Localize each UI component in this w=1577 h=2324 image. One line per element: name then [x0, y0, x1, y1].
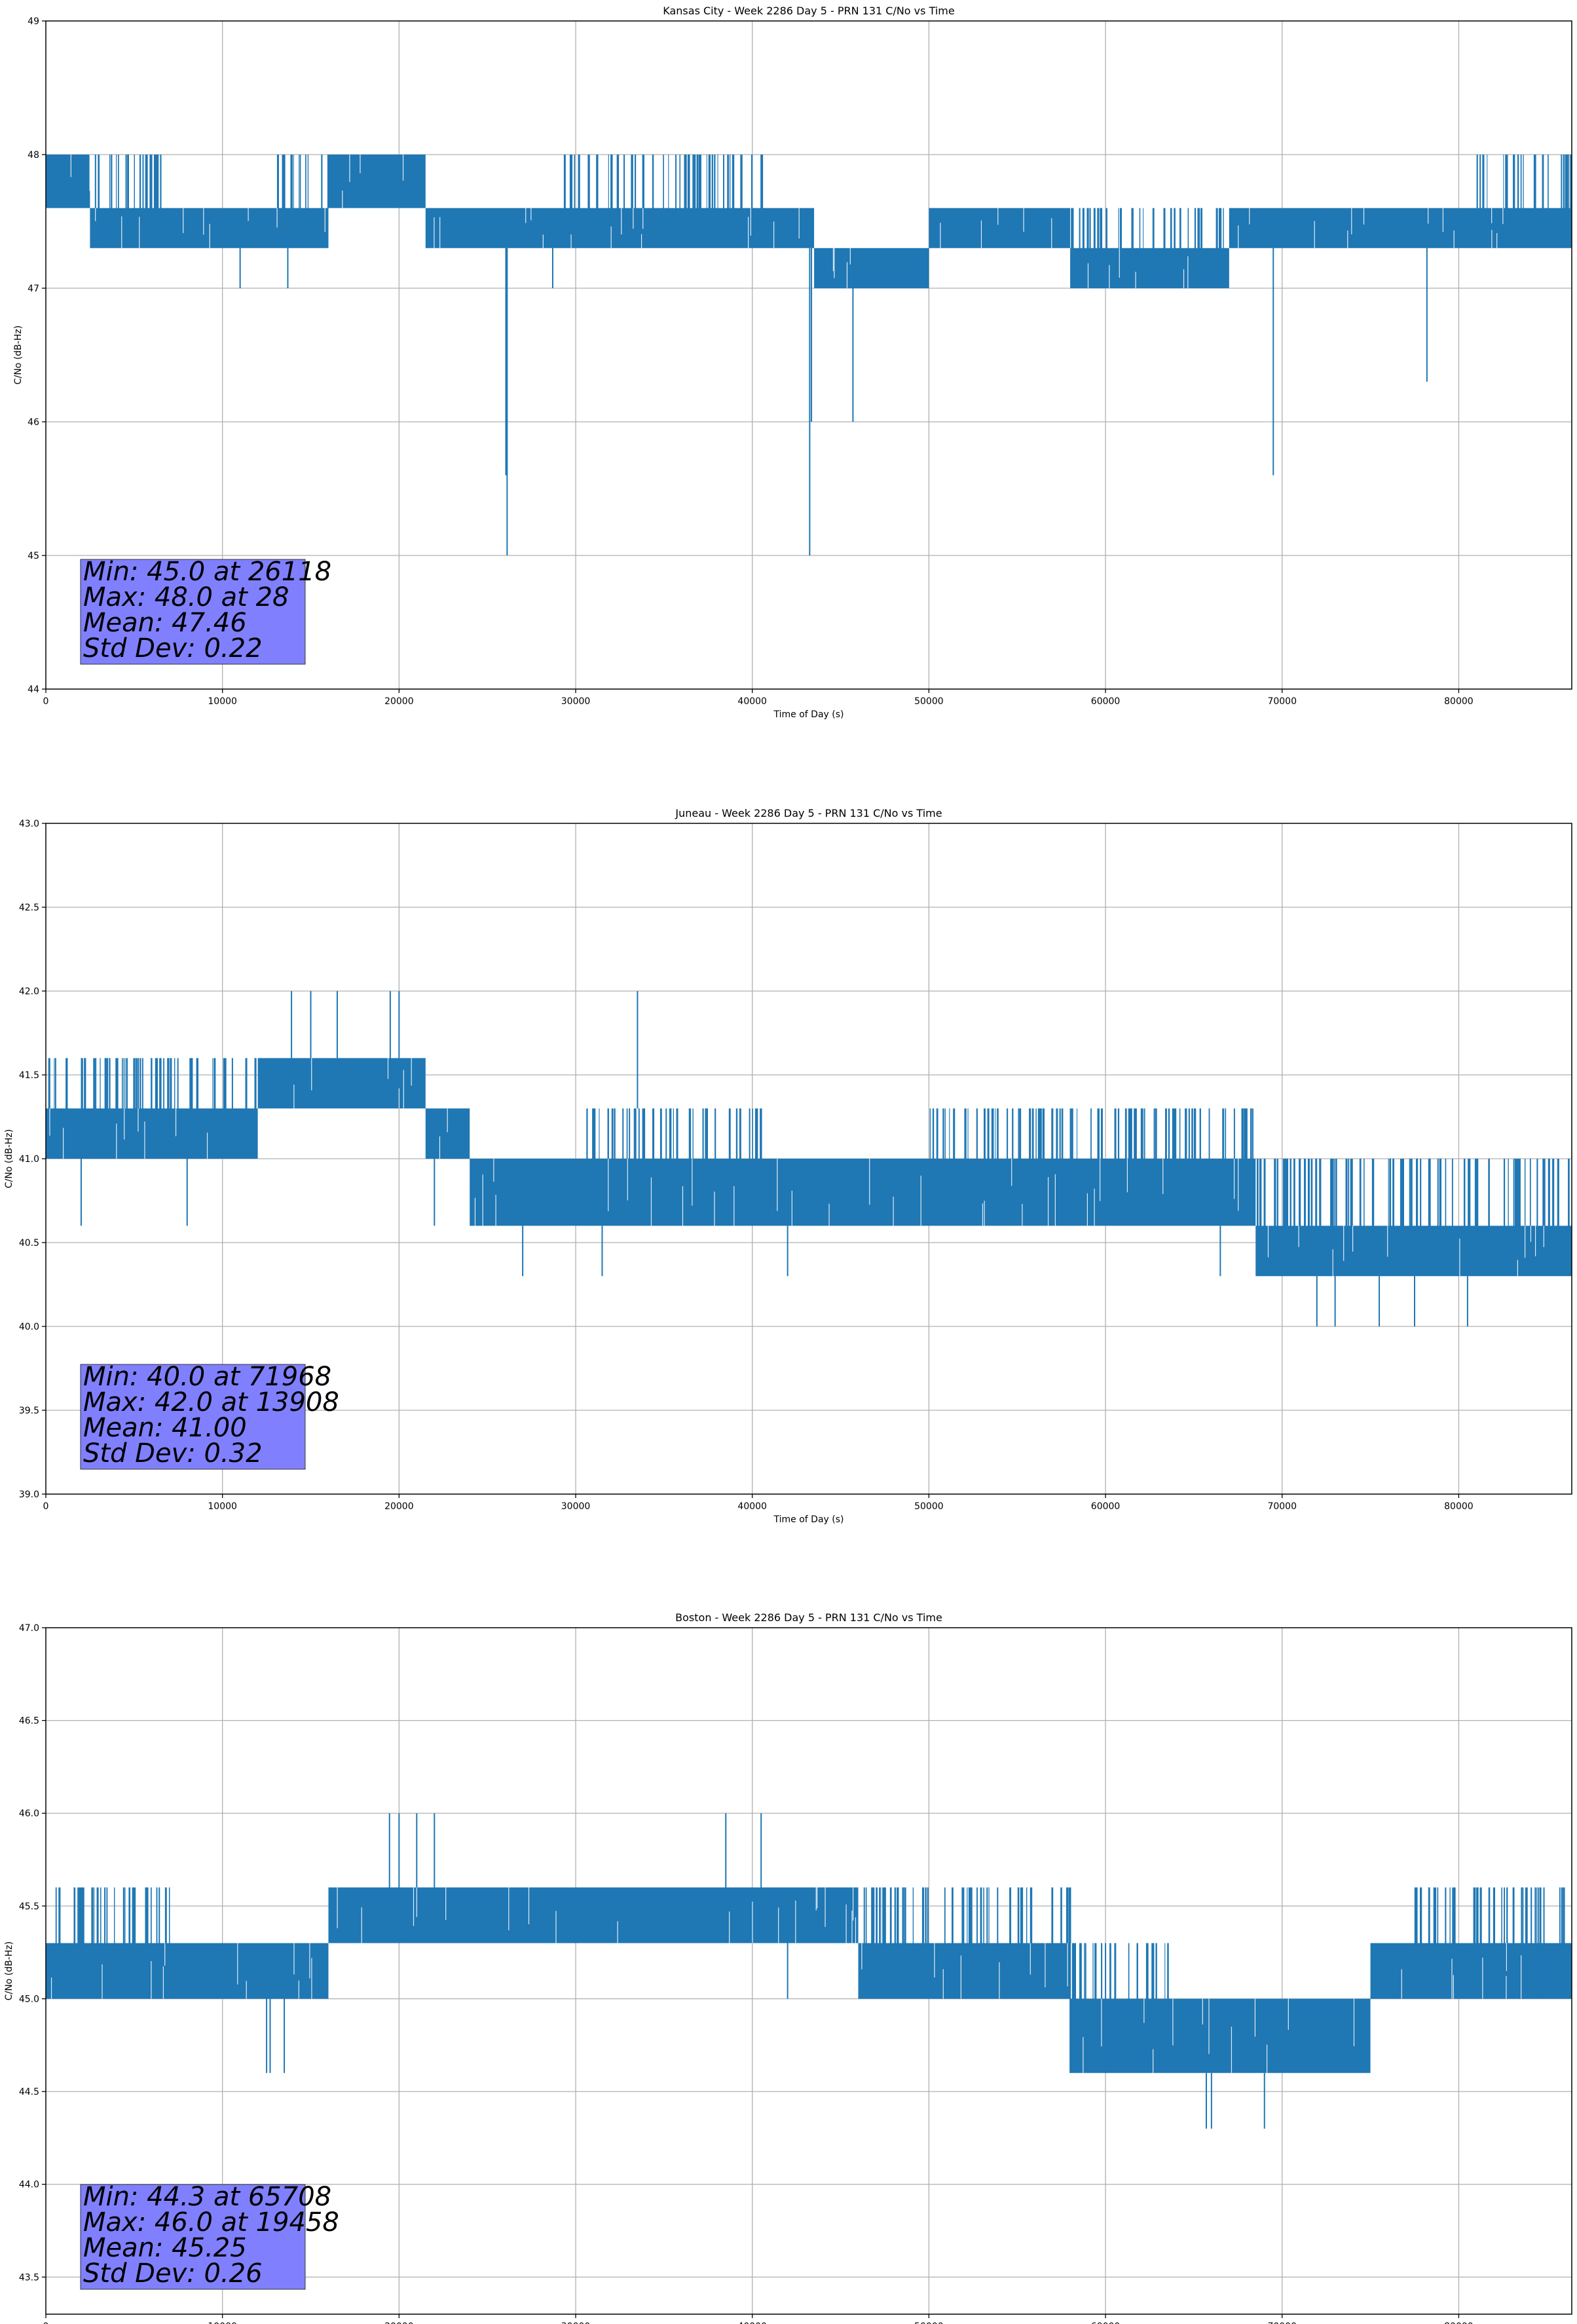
y-axis-label: C/No (dB-Hz): [13, 326, 24, 384]
y-tick-label: 48: [28, 150, 39, 160]
x-tick-label: 0: [43, 1501, 49, 1512]
x-tick-label: 50000: [914, 2321, 944, 2324]
y-tick-label: 42.0: [19, 986, 39, 997]
stats-line: Mean: 41.00: [83, 1413, 247, 1443]
x-tick-label: 50000: [914, 696, 944, 707]
stats-line: Std Dev: 0.22: [83, 633, 263, 664]
x-tick-label: 10000: [208, 1501, 237, 1512]
y-tick-label: 44.5: [19, 2087, 39, 2097]
x-tick-label: 70000: [1267, 1501, 1297, 1512]
x-tick-label: 50000: [914, 1501, 944, 1512]
stats-box-bg: [80, 2184, 306, 2290]
x-tick-label: 40000: [737, 1501, 767, 1512]
x-ticks: 0 10000 20000 30000 40000 50000 60000 70000 8000…: [43, 689, 1474, 707]
y-tick-label: 46.5: [19, 1716, 39, 1727]
x-ticks: 0 10000 20000 30000 40000 50000 60000 70000 8000…: [43, 2314, 1474, 2324]
x-tick-label: 80000: [1444, 2321, 1474, 2324]
chart-title: Boston - Week 2286 Day 5 - PRN 131 C/No …: [675, 1611, 942, 1624]
y-tick-label: 39.0: [19, 1490, 39, 1500]
x-tick-label: 60000: [1091, 696, 1121, 707]
x-tick-label: 0: [43, 696, 49, 707]
y-tick-label: 43.0: [19, 819, 39, 829]
stats-line: Max: 46.0 at 19458: [83, 2207, 339, 2238]
y-tick-label: 39.5: [19, 1406, 39, 1416]
y-ticks: 39.0 39.5 40.0 40.5 41.0 41.5 42.0 42.5 43.0: [19, 819, 46, 1500]
y-tick-label: 46.0: [19, 1809, 39, 1819]
x-tick-label: 10000: [208, 2321, 237, 2324]
y-tick-label: 41.0: [19, 1154, 39, 1165]
x-tick-label: 80000: [1444, 1501, 1474, 1512]
x-tick-label: 60000: [1091, 2321, 1121, 2324]
stats-line: Max: 42.0 at 13908: [83, 1387, 339, 1417]
x-ticks: 0 10000 20000 30000 40000 50000 60000 70000 8000…: [43, 1494, 1474, 1512]
stats-line: Min: 45.0 at 26118: [83, 557, 331, 587]
x-axis-label: Time of Day (s): [773, 1514, 844, 1525]
x-axis-label: Time of Day (s): [773, 709, 844, 720]
y-ticks: 44 45 46 47 48 49: [28, 16, 46, 695]
x-tick-label: 30000: [561, 2321, 591, 2324]
x-tick-label: 60000: [1091, 1501, 1121, 1512]
y-tick-label: 40.0: [19, 1322, 39, 1332]
x-tick-label: 20000: [384, 2321, 414, 2324]
x-tick-label: 80000: [1444, 696, 1474, 707]
stats-line: Max: 48.0 at 28: [83, 582, 289, 612]
stats-line: Std Dev: 0.26: [83, 2258, 263, 2289]
chart-title: Kansas City - Week 2286 Day 5 - PRN 131 …: [663, 5, 954, 17]
y-tick-label: 45.5: [19, 1902, 39, 1912]
stats-line: Mean: 45.25: [83, 2233, 247, 2263]
chart-panel-1: 0 10000 20000 30000 40000 50000 60000 70000 8000…: [13, 5, 1572, 720]
series-band: [46, 1887, 1572, 2073]
stats-line: Min: 44.3 at 65708: [83, 2182, 331, 2212]
grid-lines: [46, 21, 1572, 689]
x-tick-label: 20000: [384, 696, 414, 707]
chart-panel-3: 0 10000 20000 30000 40000 50000 60000 70000 8000…: [4, 1611, 1572, 2324]
stats-line: Min: 40.0 at 71968: [83, 1362, 331, 1392]
stats-line: Mean: 47.46: [83, 608, 247, 638]
chart-title: Juneau - Week 2286 Day 5 - PRN 131 C/No …: [675, 807, 942, 819]
y-tick-label: 47.0: [19, 1623, 39, 1634]
y-axis-label: C/No (dB-Hz): [4, 1941, 14, 2000]
y-tick-label: 40.5: [19, 1238, 39, 1248]
y-tick-label: 49: [28, 16, 39, 27]
series-band: [46, 155, 1572, 288]
y-axis-label: C/No (dB-Hz): [4, 1129, 14, 1188]
x-tick-label: 70000: [1267, 696, 1297, 707]
stats-box-bg: [80, 559, 306, 665]
y-tick-label: 41.5: [19, 1070, 39, 1081]
x-tick-label: 10000: [208, 696, 237, 707]
x-tick-label: 0: [43, 2321, 49, 2324]
y-tick-label: 45: [28, 551, 39, 561]
x-tick-label: 30000: [561, 1501, 591, 1512]
x-tick-label: 30000: [561, 696, 591, 707]
y-tick-label: 44: [28, 684, 39, 695]
x-tick-label: 20000: [384, 1501, 414, 1512]
axes-frame: [45, 1627, 1572, 2315]
y-ticks: 43.5 44.0 44.5 45.0 45.5 46.0 46.5 47.0: [19, 1623, 46, 2283]
x-tick-label: 40000: [737, 696, 767, 707]
series-band: [46, 1058, 1572, 1277]
x-tick-label: 40000: [737, 2321, 767, 2324]
x-tick-label: 70000: [1267, 2321, 1297, 2324]
chart-panel-2: 0 10000 20000 30000 40000 50000 60000 70000 8000…: [4, 807, 1572, 1525]
stats-box-bg: [80, 1364, 306, 1470]
y-tick-label: 42.5: [19, 903, 39, 913]
y-tick-label: 43.5: [19, 2272, 39, 2283]
y-tick-label: 47: [28, 284, 39, 294]
axes-frame: [45, 20, 1572, 690]
y-tick-label: 46: [28, 417, 39, 428]
stats-line: Std Dev: 0.32: [83, 1438, 263, 1469]
y-tick-label: 45.0: [19, 1994, 39, 2004]
y-tick-label: 44.0: [19, 2180, 39, 2190]
